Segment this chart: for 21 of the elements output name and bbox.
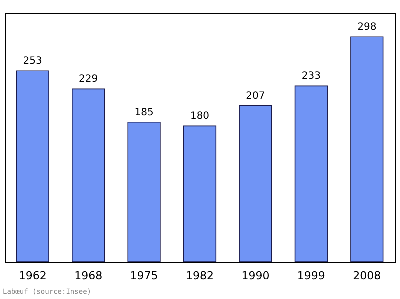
- data-label: 185: [134, 107, 154, 118]
- data-label: 298: [358, 22, 377, 34]
- data-label: 180: [190, 111, 210, 122]
- bar: [294, 86, 328, 262]
- x-tick-label: 1990: [242, 270, 270, 282]
- data-label: 229: [79, 74, 98, 86]
- x-tick-label: 1975: [130, 270, 158, 282]
- bar: [350, 36, 384, 262]
- bar: [16, 70, 50, 262]
- bar: [239, 105, 272, 262]
- x-tick-label: 1999: [297, 270, 326, 282]
- x-tick-label: 2008: [353, 270, 382, 282]
- x-tick-label: 1968: [74, 270, 103, 282]
- x-tick-label: 1962: [18, 270, 47, 282]
- data-label: 253: [23, 56, 42, 68]
- bar: [128, 122, 161, 262]
- x-tick-label: 1982: [186, 270, 214, 282]
- bar: [183, 126, 217, 262]
- bar: [72, 88, 106, 262]
- data-label: 207: [246, 90, 266, 102]
- data-label: 233: [302, 71, 321, 82]
